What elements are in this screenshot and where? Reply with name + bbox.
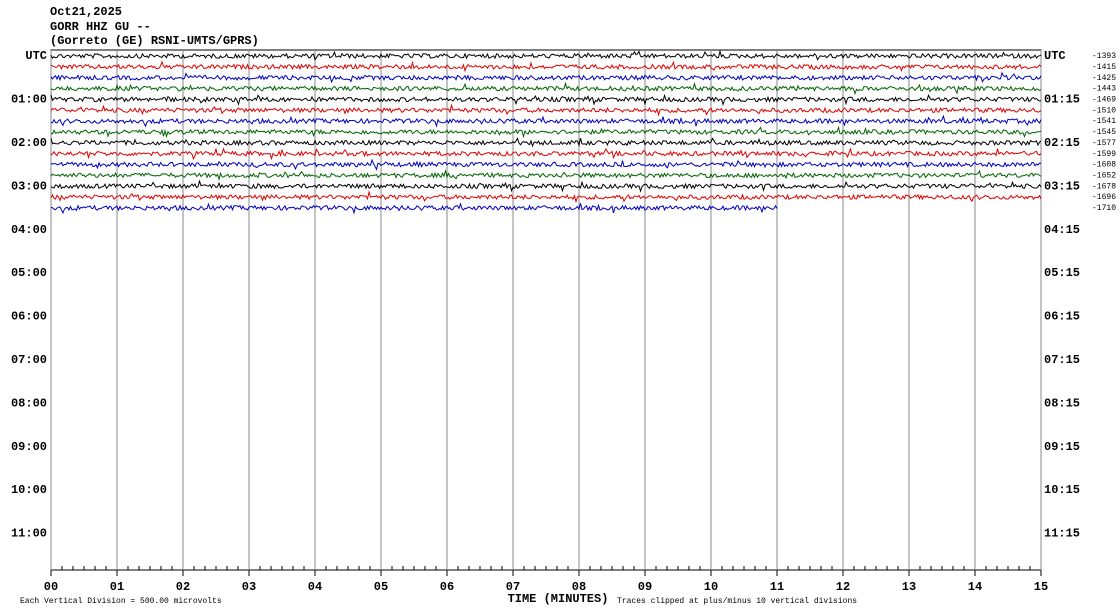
trace-label: -1469 bbox=[1092, 96, 1116, 105]
left-time-label: 07:00 bbox=[11, 353, 47, 367]
trace-label: -1599 bbox=[1092, 150, 1116, 159]
trace-label: -1577 bbox=[1092, 139, 1116, 148]
note-right: Traces clipped at plus/minus 10 vertical… bbox=[617, 597, 857, 606]
trace bbox=[50, 49, 1042, 61]
trace bbox=[50, 114, 1042, 128]
left-time-label: UTC bbox=[25, 49, 47, 63]
trace bbox=[50, 158, 1042, 171]
right-time-label: 04:15 bbox=[1044, 223, 1080, 237]
trace-label: -1541 bbox=[1092, 117, 1116, 126]
station-label: (Gorreto (GE) RSNI-UMTS/GPRS) bbox=[50, 34, 259, 48]
trace bbox=[50, 81, 1042, 96]
left-time-label: 02:00 bbox=[11, 136, 47, 150]
trace bbox=[50, 179, 1042, 193]
x-tick-label: 02 bbox=[176, 580, 190, 594]
trace bbox=[50, 137, 1042, 148]
trace-label: -1393 bbox=[1092, 52, 1116, 61]
left-time-label: 05:00 bbox=[11, 266, 47, 280]
right-time-label: 01:15 bbox=[1044, 93, 1080, 107]
right-time-label: 08:15 bbox=[1044, 396, 1080, 410]
trace-label: -1510 bbox=[1092, 106, 1116, 115]
left-time-label: 03:00 bbox=[11, 179, 47, 193]
left-time-label: 01:00 bbox=[11, 93, 47, 107]
trace-label: -1443 bbox=[1092, 85, 1116, 94]
trace bbox=[50, 168, 1042, 182]
right-time-label: 10:15 bbox=[1044, 483, 1080, 497]
plot-frame bbox=[50, 49, 1042, 571]
x-tick-label: 15 bbox=[1034, 580, 1048, 594]
x-tick-label: 11 bbox=[770, 580, 784, 594]
trace-label: -1425 bbox=[1092, 74, 1116, 83]
right-time-label: 11:15 bbox=[1044, 527, 1080, 541]
x-tick-label: 10 bbox=[704, 580, 718, 594]
right-time-label: 05:15 bbox=[1044, 266, 1080, 280]
left-time-label: 06:00 bbox=[11, 310, 47, 324]
left-time-label: 09:00 bbox=[11, 440, 47, 454]
x-tick-label: 14 bbox=[968, 580, 982, 594]
trace bbox=[50, 147, 1042, 161]
left-time-label: 10:00 bbox=[11, 483, 47, 497]
right-time-label: 09:15 bbox=[1044, 440, 1080, 454]
chart-title: Oct21,2025 bbox=[50, 5, 122, 19]
x-tick-label: 03 bbox=[242, 580, 256, 594]
trace bbox=[50, 71, 1042, 84]
note-left: Each Vertical Division = 500.00 microvol… bbox=[20, 597, 222, 606]
trace bbox=[50, 202, 778, 215]
trace bbox=[50, 125, 1042, 139]
trace-label: -1608 bbox=[1092, 161, 1116, 170]
left-time-label: 08:00 bbox=[11, 396, 47, 410]
x-tick-label: 12 bbox=[836, 580, 850, 594]
trace-label: -1545 bbox=[1092, 128, 1116, 137]
x-tick-label: 07 bbox=[506, 580, 520, 594]
right-time-label: UTC bbox=[1044, 49, 1066, 63]
left-time-label: 04:00 bbox=[11, 223, 47, 237]
right-time-label: 02:15 bbox=[1044, 136, 1080, 150]
right-time-label: 03:15 bbox=[1044, 179, 1080, 193]
trace-label: -1652 bbox=[1092, 171, 1116, 180]
x-tick-label: 04 bbox=[308, 580, 322, 594]
trace-label: -1415 bbox=[1092, 63, 1116, 72]
trace-label: -1696 bbox=[1092, 193, 1116, 202]
x-tick-label: 01 bbox=[110, 580, 124, 594]
right-time-label: 06:15 bbox=[1044, 310, 1080, 324]
x-tick-label: 00 bbox=[44, 580, 58, 594]
x-tick-label: 06 bbox=[440, 580, 454, 594]
right-time-label: 07:15 bbox=[1044, 353, 1080, 367]
trace bbox=[50, 190, 1042, 204]
chart-subtitle: GORR HHZ GU -- bbox=[50, 20, 151, 34]
x-tick-label: 13 bbox=[902, 580, 916, 594]
x-tick-label: 05 bbox=[374, 580, 388, 594]
trace bbox=[50, 93, 1042, 106]
trace-label: -1710 bbox=[1092, 204, 1116, 213]
x-tick-label: 08 bbox=[572, 580, 586, 594]
trace-label: -1678 bbox=[1092, 182, 1116, 191]
trace bbox=[50, 60, 1042, 73]
x-axis-label: TIME (MINUTES) bbox=[508, 592, 609, 606]
left-time-label: 11:00 bbox=[11, 527, 47, 541]
trace bbox=[50, 103, 1042, 117]
x-tick-label: 09 bbox=[638, 580, 652, 594]
